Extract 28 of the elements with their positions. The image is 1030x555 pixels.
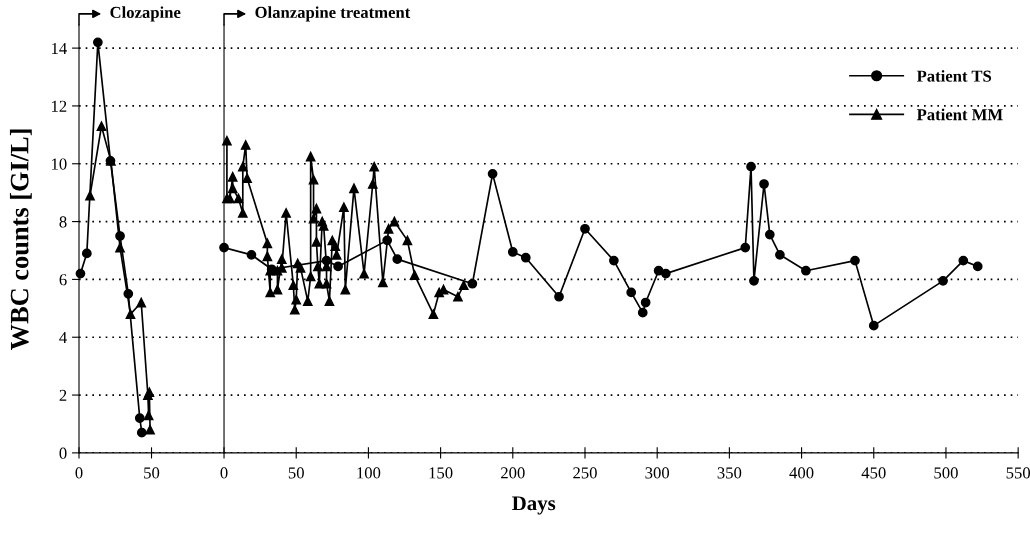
x-tick-label: 250 [573, 467, 597, 479]
text: Olanzapine treatment [255, 6, 411, 22]
y-tick-label: 12 [51, 100, 67, 112]
x-tick-label: 450 [861, 467, 886, 479]
x-tick-label: 50 [144, 467, 160, 479]
legend-label: Patient MM [916, 108, 1003, 121]
y-tick-label: 0 [59, 447, 67, 459]
x-tick-label: 350 [717, 467, 742, 479]
legend-label: Patient TS [916, 70, 992, 82]
x-tick-label: 150 [429, 467, 453, 479]
x-tick-label: 550 [1006, 467, 1030, 479]
x-tick-label: 100 [357, 467, 381, 479]
y-tick-label: 6 [59, 274, 67, 286]
y-tick-label: 10 [51, 158, 67, 170]
text: Clozapine [110, 6, 181, 22]
y-tick-label: 8 [59, 216, 67, 228]
y-tick-label: 14 [51, 42, 67, 54]
y-tick-label: 2 [59, 389, 67, 401]
x-tick-label: 500 [934, 467, 958, 479]
x-tick-label: 400 [789, 467, 814, 479]
x-tick-label: 0 [75, 467, 83, 479]
y-axis-title: WBC counts [GI/L] [9, 129, 32, 350]
x-tick-label: 50 [288, 467, 304, 479]
x-axis-title: Days [512, 496, 556, 515]
x-tick-label: 0 [220, 467, 228, 479]
y-tick-label: 4 [59, 332, 67, 344]
x-tick-label: 200 [501, 467, 525, 479]
x-tick-label: 300 [645, 467, 670, 479]
